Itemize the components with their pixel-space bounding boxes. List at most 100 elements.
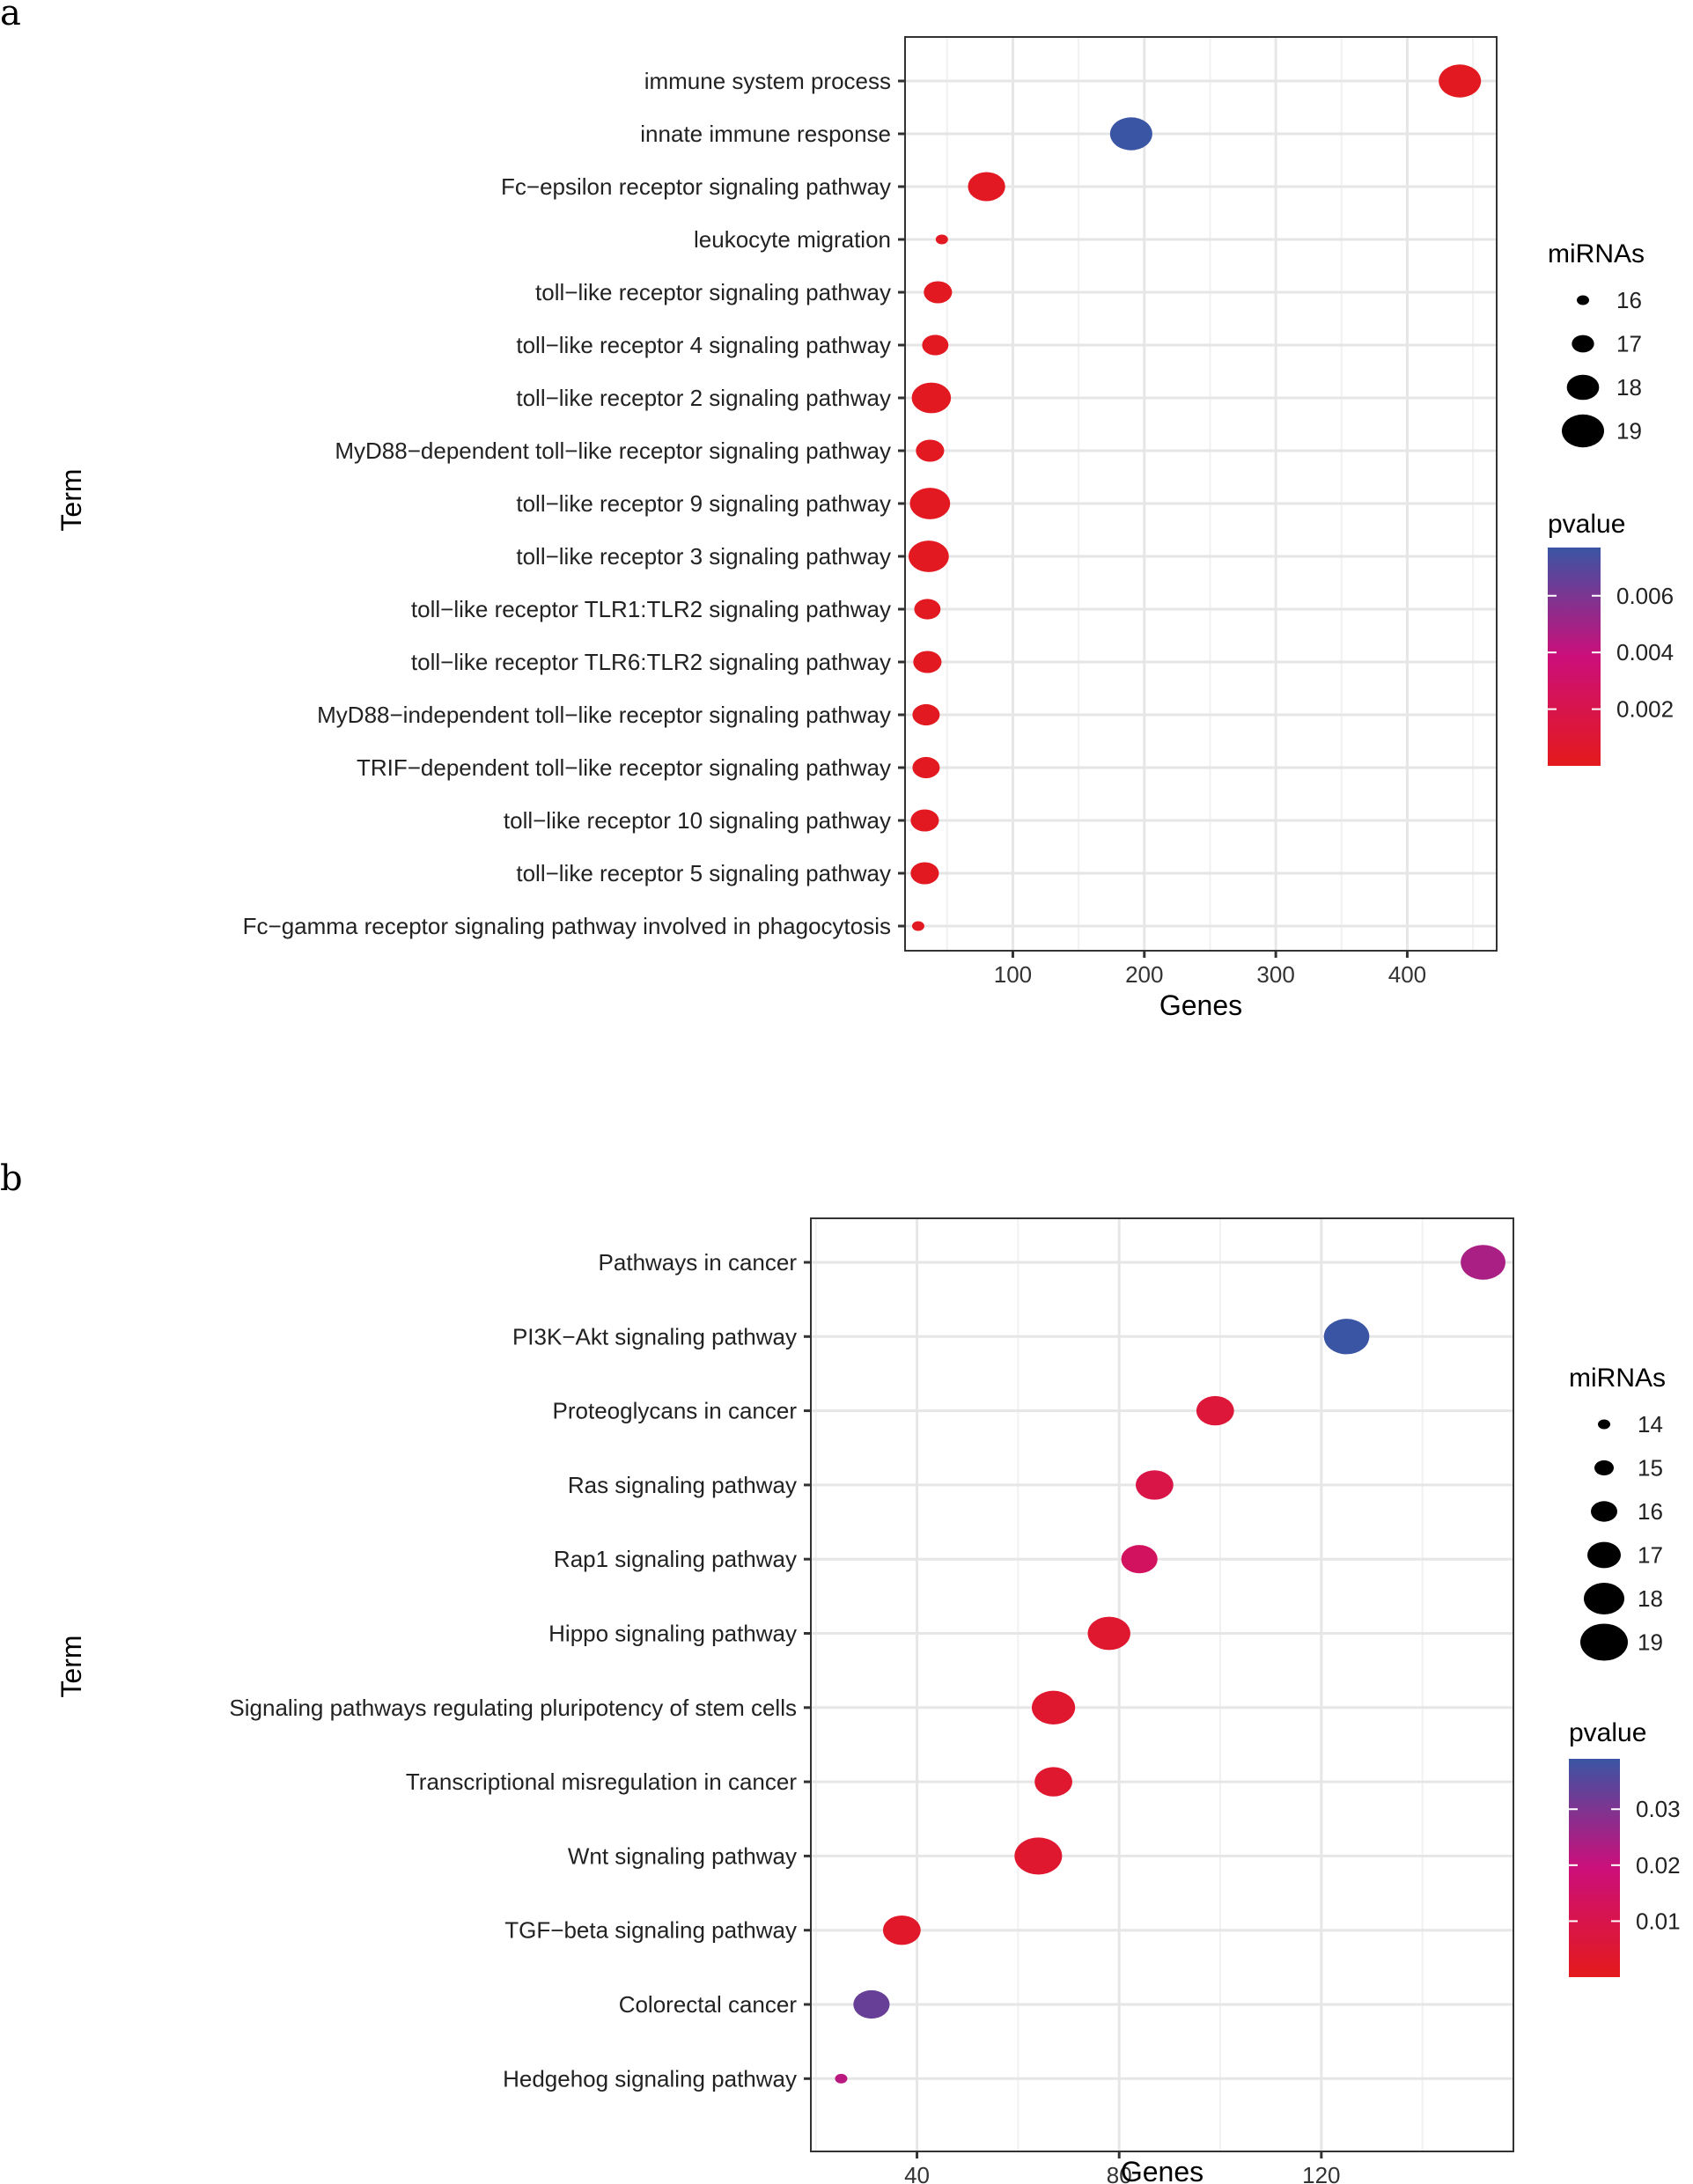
data-point (913, 651, 942, 673)
x-axis-title: Genes (1121, 2156, 1204, 2184)
size-legend-label: 19 (1616, 418, 1642, 445)
data-point (912, 756, 940, 779)
color-legend-label: 0.02 (1636, 1852, 1681, 1879)
term-label: TGF−beta signaling pathway (504, 1917, 797, 1944)
color-legend-label: 0.01 (1636, 1908, 1681, 1934)
term-label: TRIF−dependent toll−like receptor signal… (357, 754, 891, 781)
term-label: Ras signaling pathway (568, 1472, 797, 1498)
data-point (968, 172, 1005, 202)
size-legend-key (1587, 1541, 1621, 1569)
term-label: innate immune response (640, 121, 891, 147)
size-legend-label: 16 (1616, 287, 1642, 313)
term-label: toll−like receptor 10 signaling pathway (504, 807, 891, 834)
data-point (911, 921, 924, 931)
data-point (916, 439, 945, 462)
y-axis-title: Term (55, 468, 87, 531)
term-label: toll−like receptor TLR6:TLR2 signaling p… (411, 649, 891, 675)
data-point (1034, 1767, 1072, 1797)
data-point (909, 488, 951, 519)
panel-label: a (0, 0, 21, 33)
size-legend-key (1572, 335, 1594, 353)
term-label: Proteoglycans in cancer (553, 1398, 798, 1424)
term-label: Signaling pathways regulating pluripoten… (229, 1695, 797, 1721)
data-point (1031, 1690, 1076, 1724)
term-label: toll−like receptor 5 signaling pathway (516, 860, 891, 886)
term-label: immune system process (644, 68, 891, 94)
term-label: Pathways in cancer (599, 1249, 798, 1276)
color-bar (1548, 548, 1601, 766)
data-point (935, 234, 948, 245)
size-legend-title: miRNAs (1548, 239, 1645, 268)
term-label: toll−like receptor signaling pathway (535, 279, 891, 305)
term-label: Fc−gamma receptor signaling pathway invo… (243, 913, 891, 939)
size-legend-label: 18 (1638, 1585, 1663, 1612)
size-legend-key (1562, 414, 1604, 448)
size-legend-label: 19 (1638, 1629, 1663, 1656)
data-point (1014, 1837, 1063, 1875)
data-point (910, 809, 939, 832)
chart-panel-b: b 40 80 120 Pathways in cancer PI3K−Akt signa… (0, 1158, 1681, 2184)
size-legend-key (1591, 1501, 1617, 1522)
size-legend-key (1594, 1460, 1614, 1476)
size-legend-key (1580, 1623, 1628, 1661)
data-point (835, 2073, 848, 2084)
x-tick-label: 300 (1256, 961, 1294, 988)
x-tick-label: 80 (1107, 2162, 1132, 2184)
term-label: MyD88−independent toll−like receptor sig… (317, 702, 891, 728)
data-point (1461, 1245, 1505, 1280)
color-legend-label: 0.006 (1616, 583, 1674, 609)
data-point (1323, 1319, 1370, 1355)
data-point (922, 335, 949, 356)
data-point (1135, 1470, 1174, 1500)
x-tick-label: 120 (1302, 2162, 1340, 2184)
term-label: toll−like receptor 3 signaling pathway (516, 543, 891, 570)
panel-label: b (0, 1158, 23, 1199)
y-axis-title: Term (55, 1635, 87, 1697)
size-legend-key (1566, 374, 1600, 401)
term-label: leukocyte migration (694, 226, 891, 253)
size-legend-label: 17 (1616, 331, 1642, 357)
plot-area (810, 1217, 1514, 2152)
data-point (1087, 1616, 1130, 1651)
term-label: MyD88−dependent toll−like receptor signa… (335, 438, 891, 464)
data-point (910, 862, 939, 885)
term-label: Wnt signaling pathway (568, 1842, 797, 1869)
data-point (924, 281, 953, 304)
data-point (914, 599, 941, 620)
size-legend-key (1598, 1419, 1610, 1430)
term-label: Hedgehog signaling pathway (503, 2065, 797, 2092)
term-label: Transcriptional misregulation in cancer (406, 1769, 797, 1795)
size-legend-key (1577, 295, 1589, 305)
x-axis-title: Genes (1159, 989, 1242, 1021)
x-tick-label: 400 (1388, 961, 1426, 988)
term-label: Rap1 signaling pathway (554, 1546, 797, 1572)
size-legend: miRNAs 16 17 18 19 (1548, 239, 1645, 448)
color-legend-label: 0.004 (1616, 639, 1674, 665)
size-legend-title: miRNAs (1569, 1364, 1666, 1393)
term-label: toll−like receptor 4 signaling pathway (516, 332, 891, 358)
size-legend-label: 17 (1638, 1542, 1663, 1569)
color-legend-title: pvalue (1548, 510, 1625, 539)
data-point (909, 540, 949, 572)
size-legend-label: 18 (1616, 374, 1642, 401)
term-label: Fc−epsilon receptor signaling pathway (501, 173, 891, 200)
chart-panel-a: a 100 200 300 400 immune system process innate… (0, 0, 1674, 1021)
size-legend-key (1584, 1583, 1624, 1614)
color-legend: pvalue 0.006 0.004 0.002 (1548, 510, 1674, 766)
color-legend: pvalue 0.03 0.02 0.01 (1569, 1718, 1681, 1977)
size-legend-label: 14 (1638, 1411, 1663, 1438)
data-point (853, 1989, 890, 2019)
color-bar (1569, 1759, 1620, 1977)
term-label: Colorectal cancer (619, 1991, 798, 2018)
color-legend-label: 0.03 (1636, 1796, 1681, 1822)
x-tick-label: 40 (904, 2162, 930, 2184)
data-point (1196, 1395, 1234, 1426)
data-point (1121, 1545, 1158, 1574)
term-label: toll−like receptor 9 signaling pathway (516, 490, 891, 517)
size-legend: miRNAs 14 15 16 17 18 19 (1569, 1364, 1666, 1661)
data-point (912, 703, 940, 726)
data-point (882, 1916, 921, 1945)
term-label: toll−like receptor TLR1:TLR2 signaling p… (411, 596, 891, 622)
color-legend-title: pvalue (1569, 1718, 1646, 1747)
